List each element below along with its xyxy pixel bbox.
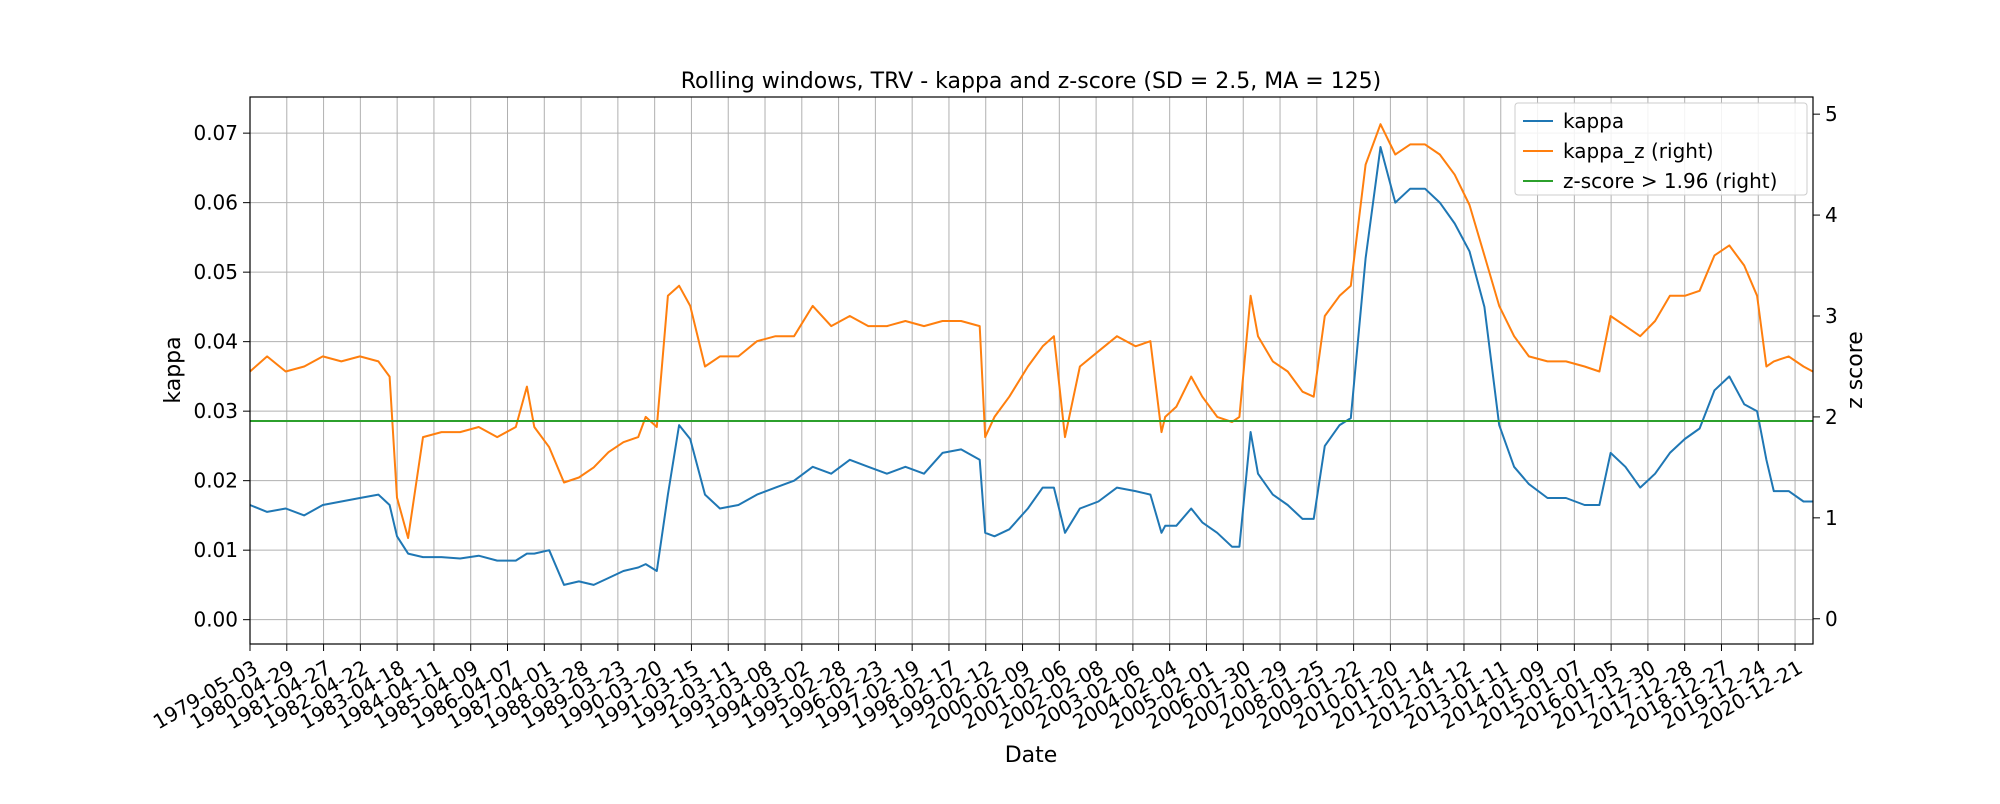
grid	[249, 97, 1813, 644]
y-tick-label: 0.05	[193, 260, 238, 284]
y-axis-label: kappa	[161, 336, 186, 403]
y-right-tick-label: 3	[1825, 304, 1838, 328]
legend-label: kappa_z (right)	[1563, 139, 1714, 163]
y-right-tick-label: 1	[1825, 506, 1838, 530]
y-tick-label: 0.00	[193, 608, 238, 632]
axes: 1979-05-031980-04-291981-04-271982-04-22…	[149, 102, 1838, 734]
y-right-axis-label: z score	[1843, 331, 1868, 409]
plot-frame	[249, 96, 1814, 645]
plot-lines	[249, 123, 1814, 586]
legend: kappa kappa_z (right) z-score > 1.96 (righ…	[1514, 102, 1808, 196]
y-tick-label: 0.01	[193, 538, 238, 562]
y-tick-label: 0.06	[193, 191, 238, 215]
x-axis-label: Date	[1005, 743, 1058, 768]
legend-label: kappa	[1563, 109, 1624, 133]
y-right-tick-label: 5	[1825, 102, 1838, 126]
y-tick-label: 0.04	[193, 330, 238, 354]
chart-title: Rolling windows, TRV - kappa and z-score…	[681, 69, 1382, 94]
y-tick-label: 0.03	[193, 399, 238, 423]
y-right-tick-label: 0	[1825, 607, 1838, 631]
y-tick-label: 0.02	[193, 469, 238, 493]
y-right-tick-label: 2	[1825, 405, 1838, 429]
y-tick-label: 0.07	[193, 121, 238, 145]
y-right-tick-label: 4	[1825, 203, 1838, 227]
legend-box	[1514, 102, 1808, 196]
legend-label: z-score > 1.96 (right)	[1563, 169, 1777, 193]
kappa-line	[249, 146, 1813, 586]
